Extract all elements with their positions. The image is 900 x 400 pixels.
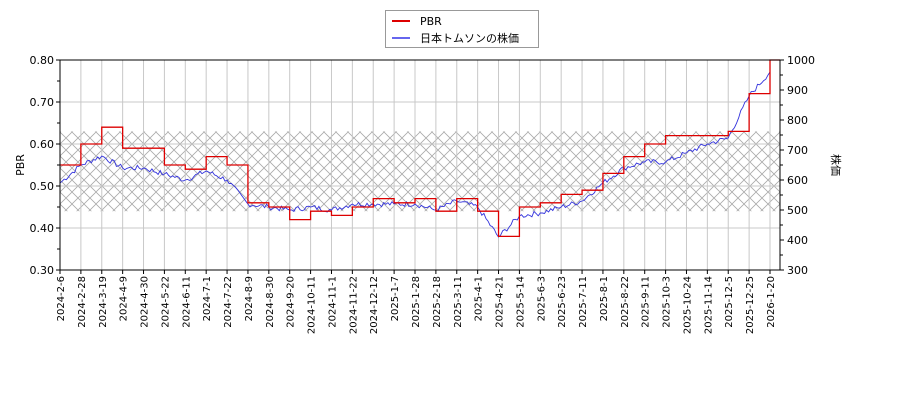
x-tick-label: 2026-1-20 [766,276,777,328]
x-tick-label: 2024-5-22 [160,276,171,328]
left-tick-label: 0.50 [30,180,55,193]
left-tick-label: 0.60 [30,138,55,151]
x-tick-label: 2025-1-7 [390,276,401,321]
legend-item-price: 日本トムソンの株価 [392,30,519,46]
x-tick-label: 2025-11-14 [703,276,714,334]
left-tick-label: 0.40 [30,222,55,235]
x-tick-label: 2024-4-9 [119,276,130,321]
x-tick-label: 2024-6-11 [181,276,192,328]
x-tick-label: 2025-6-3 [536,276,547,321]
x-tick-label: 2024-2-6 [56,276,67,321]
x-tick-label: 2025-4-1 [474,276,485,321]
right-tick-label: 400 [787,234,808,247]
legend: PBR 日本トムソンの株価 [385,10,539,48]
right-tick-label: 700 [787,144,808,157]
x-tick-label: 2024-12-12 [369,276,380,334]
legend-item-pbr: PBR [392,13,442,29]
x-tick-label: 2024-7-1 [202,276,213,321]
legend-label: 日本トムソンの株価 [420,32,519,45]
left-axis-title: PBR [14,154,27,176]
right-tick-label: 1000 [787,54,815,67]
x-tick-label: 2024-2-28 [77,276,88,328]
x-tick-label: 2025-8-1 [599,276,610,321]
x-tick-label: 2025-10-24 [682,276,693,334]
price-line [59,71,771,238]
x-tick-label: 2025-1-28 [411,276,422,328]
x-tick-label: 2024-10-11 [307,276,318,334]
legend-label: PBR [420,14,442,28]
x-tick-label: 2024-11-22 [348,276,359,334]
right-tick-label: 600 [787,174,808,187]
x-tick-label: 2024-9-20 [286,276,297,328]
right-axis-title: 株価 [829,154,843,176]
x-tick-label: 2025-7-11 [578,276,589,328]
x-tick-label: 2024-3-19 [98,276,109,328]
left-tick-label: 0.30 [30,264,55,277]
x-tick-label: 2025-10-3 [662,276,673,328]
x-tick-label: 2024-4-30 [140,276,151,328]
x-tick-label: 2025-3-11 [453,276,464,328]
shaded-band [60,131,780,212]
x-tick-label: 2024-8-30 [265,276,276,328]
right-tick-label: 900 [787,84,808,97]
x-tick-label: 2024-11-1 [327,276,338,328]
axes: 0.80 0.70 0.60 0.50 0.40 0.30 1000 900 800 700 600… [14,54,843,334]
x-tick-label: 2025-2-18 [432,276,443,328]
x-tick-label: 2025-6-23 [557,276,568,328]
x-tick-label: 2025-5-14 [515,276,526,328]
x-tick-label: 2025-4-21 [495,276,506,328]
x-tick-label: 2025-12-25 [745,276,756,334]
x-tick-label: 2025-8-22 [620,276,631,328]
left-tick-label: 0.80 [30,54,55,67]
right-tick-label: 300 [787,264,808,277]
right-tick-label: 500 [787,204,808,217]
x-tick-label: 2025-9-11 [641,276,652,328]
x-tick-label: 2025-12-5 [724,276,735,328]
x-tick-label: 2024-8-9 [244,276,255,321]
x-tick-label: 2024-7-22 [223,276,234,328]
left-tick-label: 0.70 [30,96,55,109]
price-line-swatch-icon [392,37,410,39]
right-tick-label: 800 [787,114,808,127]
pbr-line [60,59,780,238]
pbr-line-swatch-icon [392,20,410,22]
plot-area [59,59,780,271]
